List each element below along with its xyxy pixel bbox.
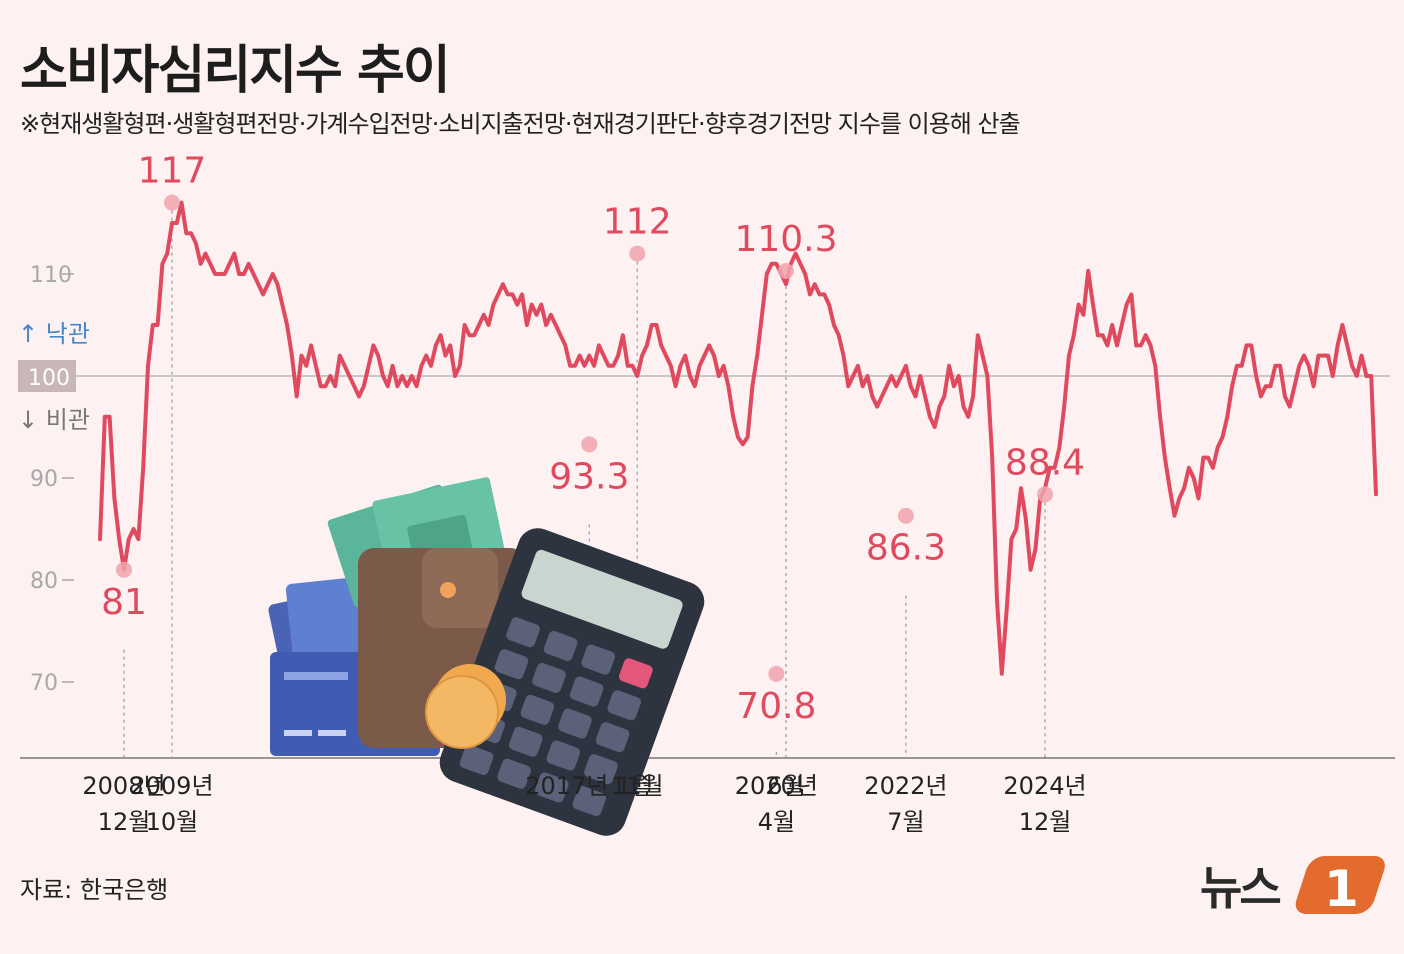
pessimism-label: ↓ 비관 bbox=[18, 406, 90, 434]
date-label: 12월 bbox=[98, 808, 151, 836]
calculator-key bbox=[534, 772, 569, 803]
annotation-layer: 81 2008년 12월 117 2009년 10월 93.3 2017년 1월 112 11월 7… bbox=[82, 151, 1086, 836]
series-layer bbox=[98, 200, 1378, 676]
value-label: 112 bbox=[603, 202, 672, 243]
peak-marker bbox=[581, 436, 598, 453]
peak-marker bbox=[115, 561, 132, 578]
series-line bbox=[98, 200, 1378, 676]
calculator-key bbox=[520, 694, 555, 725]
date-label: 2024년 bbox=[1003, 772, 1086, 800]
page-title: 소비자심리지수 추이 bbox=[20, 41, 451, 101]
value-label: 70.8 bbox=[736, 686, 816, 727]
optimism-label: ↑ 낙관 bbox=[18, 320, 90, 348]
chart-subtitle: ※현재생활형편·생활형편전망·가계수입전망·소비지출전망·현재경기판단·향후경기… bbox=[20, 110, 1021, 138]
date-label: 2022년 bbox=[864, 772, 947, 800]
money-illustration bbox=[268, 477, 705, 836]
value-label: 86.3 bbox=[866, 528, 946, 569]
calculator-key bbox=[595, 722, 630, 753]
calculator-key bbox=[619, 658, 653, 689]
coins-icon bbox=[425, 664, 506, 749]
date-label: 4월 bbox=[758, 808, 795, 836]
svg-text:1: 1 bbox=[1324, 860, 1359, 918]
date-label: 12월 bbox=[1019, 808, 1072, 836]
calculator-key bbox=[494, 649, 529, 680]
calculator-key bbox=[543, 630, 578, 661]
date-label: 2017년 1월 bbox=[525, 772, 653, 800]
calculator-key bbox=[584, 754, 618, 785]
calculator-key bbox=[558, 708, 592, 739]
baseline-label-box bbox=[18, 360, 76, 392]
news1-logo: 뉴스 1 bbox=[1200, 856, 1385, 918]
date-label: 2008년 bbox=[82, 772, 165, 800]
peak-marker bbox=[897, 507, 914, 524]
y-tick-label: 90 bbox=[30, 467, 58, 492]
date-label: 2009년 bbox=[130, 772, 213, 800]
calculator-key bbox=[508, 726, 543, 757]
calculator-key bbox=[581, 644, 616, 675]
peak-marker bbox=[163, 194, 180, 211]
peak-marker bbox=[629, 245, 646, 262]
calculator-key bbox=[532, 662, 566, 693]
date-label: 2020년 bbox=[735, 772, 818, 800]
value-label: 93.3 bbox=[549, 456, 629, 497]
value-label: 81 bbox=[101, 582, 147, 623]
peak-marker bbox=[1037, 486, 1054, 503]
calculator-key bbox=[569, 676, 604, 707]
calculator-key bbox=[607, 690, 641, 721]
y-tick-label: 70 bbox=[30, 671, 58, 696]
value-label: 110.3 bbox=[734, 219, 837, 260]
peak-marker bbox=[768, 665, 785, 682]
calculator-key bbox=[572, 786, 607, 817]
value-label: 117 bbox=[138, 151, 207, 192]
date-label: 11월 bbox=[611, 772, 664, 800]
date-label: 6월 bbox=[767, 772, 804, 800]
calculator-key bbox=[506, 617, 540, 648]
calculator-key bbox=[546, 740, 581, 771]
date-label: 7월 bbox=[887, 808, 924, 836]
calculator-key bbox=[497, 758, 531, 789]
svg-text:뉴스: 뉴스 bbox=[1200, 861, 1280, 915]
source-note: 자료: 한국은행 bbox=[20, 876, 169, 904]
calculator-key bbox=[459, 745, 494, 776]
baseline-label: 100 bbox=[28, 366, 70, 391]
y-tick-label: 80 bbox=[30, 569, 58, 594]
peak-marker bbox=[777, 262, 794, 279]
date-label: 10월 bbox=[146, 808, 199, 836]
calculator-icon bbox=[439, 528, 705, 836]
axis-layer: 100 70 80 90 110 ↑ 낙관 ↓ 비관 bbox=[18, 210, 1395, 759]
y-tick-label: 110 bbox=[30, 263, 72, 288]
value-label: 88.4 bbox=[1005, 442, 1085, 483]
